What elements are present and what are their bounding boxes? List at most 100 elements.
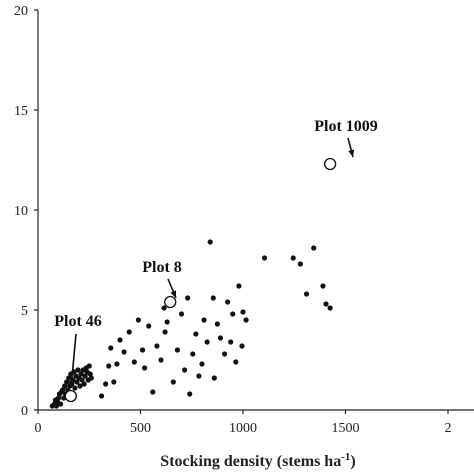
highlight-circle xyxy=(164,295,177,309)
data-point xyxy=(204,339,210,345)
y-tick-label: 5 xyxy=(21,304,28,319)
data-point xyxy=(154,343,160,349)
x-tick-label: 1500 xyxy=(332,421,360,436)
data-point xyxy=(72,385,78,391)
data-point xyxy=(239,343,245,349)
y-tick-label: 15 xyxy=(14,104,28,119)
y-tick-label: 10 xyxy=(14,204,28,219)
data-point xyxy=(103,381,109,387)
data-point xyxy=(55,395,62,401)
x-axis-title: Stocking density (stems ha-1) xyxy=(160,451,355,470)
arrowhead xyxy=(68,380,75,388)
data-point xyxy=(142,365,148,371)
data-point xyxy=(199,361,205,367)
data-point xyxy=(86,363,92,369)
data-point xyxy=(135,317,142,323)
data-point xyxy=(174,347,180,353)
data-point xyxy=(121,349,127,355)
data-point xyxy=(178,311,185,317)
data-point xyxy=(233,359,239,365)
data-point xyxy=(162,329,168,335)
data-point xyxy=(62,383,68,389)
data-point xyxy=(297,261,303,267)
highlighted-point: Plot 1009 xyxy=(314,118,378,171)
data-point xyxy=(161,305,167,311)
x-tick-label: 0 xyxy=(35,421,42,436)
data-point xyxy=(201,317,207,323)
data-point xyxy=(88,375,94,381)
data-point xyxy=(131,359,137,365)
data-point xyxy=(240,309,246,315)
data-point xyxy=(139,347,146,353)
data-point xyxy=(323,301,329,307)
data-point xyxy=(217,335,224,341)
data-point xyxy=(185,295,191,301)
data-point xyxy=(214,321,220,327)
data-point xyxy=(108,345,114,351)
data-point xyxy=(221,351,228,357)
y-tick-label: 0 xyxy=(21,404,28,419)
data-point xyxy=(236,283,242,289)
arrowhead xyxy=(348,149,355,157)
highlighted-point: Plot 46 xyxy=(54,313,102,403)
data-point xyxy=(158,357,164,363)
highlighted-point: Plot 8 xyxy=(142,259,182,309)
data-point xyxy=(211,375,217,381)
highlighted-points: Plot 1009 Plot 8 Plot 46 xyxy=(54,118,378,403)
data-point xyxy=(261,255,268,261)
data-point xyxy=(98,393,105,399)
y-tick-label: 20 xyxy=(14,4,28,19)
data-point xyxy=(57,401,64,407)
annotation-label: Plot 1009 xyxy=(314,118,378,135)
data-point xyxy=(207,239,213,245)
arrowhead xyxy=(170,290,177,298)
data-point xyxy=(228,339,234,345)
x-tick-label: 500 xyxy=(130,421,151,436)
highlight-circle xyxy=(323,157,337,171)
data-point xyxy=(79,377,85,383)
data-point xyxy=(106,363,112,369)
data-point xyxy=(320,283,326,289)
data-point xyxy=(225,299,231,305)
data-point xyxy=(187,391,193,397)
data-point xyxy=(193,331,199,337)
data-point xyxy=(126,329,132,335)
annotation-arrow xyxy=(70,333,77,389)
highlight-circle xyxy=(64,389,77,403)
data-point xyxy=(230,311,236,317)
data-point xyxy=(53,403,60,409)
x-axis-ticks: 0 500 1000 1500 2 xyxy=(35,410,452,436)
data-point xyxy=(82,373,88,379)
data-point xyxy=(190,351,196,357)
data-point xyxy=(150,389,156,395)
data-point xyxy=(170,379,176,385)
data-point xyxy=(303,291,310,297)
data-point xyxy=(164,319,170,325)
data-point xyxy=(81,381,87,387)
data-point xyxy=(114,361,120,367)
data-points xyxy=(49,239,333,409)
data-point xyxy=(60,387,66,393)
data-point xyxy=(146,323,152,329)
data-point xyxy=(77,383,83,389)
x-tick-label: 1000 xyxy=(229,421,257,436)
data-point xyxy=(117,337,123,343)
annotation-label: Plot 8 xyxy=(142,259,182,276)
data-point xyxy=(74,379,80,385)
x-tick-label: 2 xyxy=(445,421,452,436)
data-point xyxy=(111,379,117,385)
data-point xyxy=(181,367,188,373)
data-point xyxy=(243,317,249,323)
data-point xyxy=(327,305,333,311)
data-point xyxy=(210,295,216,301)
data-point xyxy=(75,367,81,373)
data-point xyxy=(87,371,93,377)
data-point xyxy=(78,371,84,377)
data-point xyxy=(64,379,70,385)
annotation-label: Plot 46 xyxy=(54,313,102,330)
data-point xyxy=(290,255,296,261)
y-axis-ticks: 0 5 10 15 20 xyxy=(14,4,38,419)
data-point xyxy=(66,375,72,381)
